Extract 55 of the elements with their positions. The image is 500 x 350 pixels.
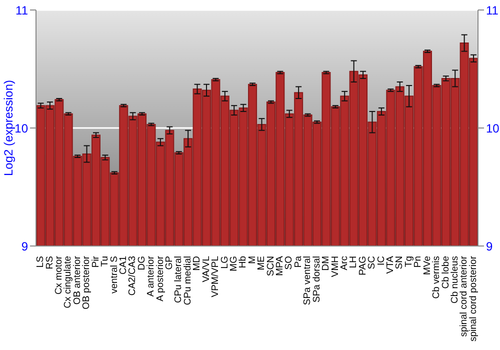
x-tick-label: A anterior <box>146 256 157 297</box>
x-tick-label: A posterior <box>154 256 166 302</box>
x-tick-label: Tu <box>100 256 111 267</box>
x-tick-label: VA/VL <box>200 256 212 282</box>
x-tick-label: SCN <box>265 256 276 276</box>
x-tick-label: OB posterior <box>81 256 92 310</box>
x-tick-label: GP <box>164 256 176 270</box>
x-tick-label: spinal cord posterior <box>468 256 479 342</box>
y-tick-label: 9 <box>21 239 28 254</box>
x-tick-label: SPa ventral <box>302 256 314 306</box>
x-tick-label: CA1 <box>118 256 129 274</box>
y-tick-label: 11 <box>16 3 28 18</box>
x-tick-label: DG <box>136 256 148 270</box>
x-tick-label: M <box>246 256 258 264</box>
x-tick-label: PAG <box>357 256 368 276</box>
x-tick-label: SC <box>366 256 378 270</box>
x-tick-label: Pn <box>412 256 424 268</box>
x-tick-label: Cx cingulate <box>62 256 74 308</box>
x-tick-label: MPA <box>274 255 286 276</box>
x-tick-label: CPu lateral <box>173 256 184 303</box>
x-tick-label: ventral S <box>108 256 120 294</box>
x-tick-label: CA2/CA3 <box>127 256 138 296</box>
y-tick-label: 10 <box>14 121 28 136</box>
x-tick-label: RS <box>44 256 56 270</box>
x-tick-label: SO <box>284 256 295 270</box>
x-tick-label: SPa dorsal <box>311 256 322 302</box>
x-tick-label: Cb vermis <box>431 256 442 299</box>
x-tick-label: LS <box>35 256 46 268</box>
y2-tick-label: 10 <box>486 121 500 136</box>
x-tick-label: Cb nucleus <box>449 256 460 304</box>
x-tick-label: CPu medial <box>182 256 194 306</box>
y2-tick-label: 9 <box>486 239 493 254</box>
x-tick-label: IC <box>376 256 387 266</box>
x-tick-label: VPM/VPL <box>210 256 222 298</box>
x-tick-label: MG <box>228 256 240 272</box>
x-tick-label: spinal cord anterior <box>458 256 470 337</box>
x-tick-label: SN <box>394 256 406 270</box>
x-tick-label: Pa <box>292 255 304 268</box>
y2-tick-label: 11 <box>486 3 499 18</box>
x-tick-label: Cb lobe <box>440 256 452 289</box>
x-tick-label: ME <box>256 256 268 270</box>
x-tick-label: Pir <box>90 256 102 268</box>
x-tick-label: Tg <box>403 256 414 268</box>
x-tick-label: LH <box>348 256 360 268</box>
x-tick-label: Cx motor <box>54 256 65 295</box>
x-tick-label: DM <box>320 256 332 271</box>
x-tick-label: MVe <box>422 256 433 276</box>
x-tick-label: VMH <box>330 256 341 278</box>
x-tick-label: Hb <box>238 256 249 268</box>
x-tick-label: Arc <box>338 256 350 270</box>
x-tick-label: OB anterior <box>72 256 83 305</box>
x-tick-label: MD <box>192 256 203 271</box>
x-tick-label: LG <box>219 256 230 269</box>
x-tick-label: VTA <box>385 255 396 274</box>
y-axis-title: Log2 (expression) <box>1 80 16 176</box>
